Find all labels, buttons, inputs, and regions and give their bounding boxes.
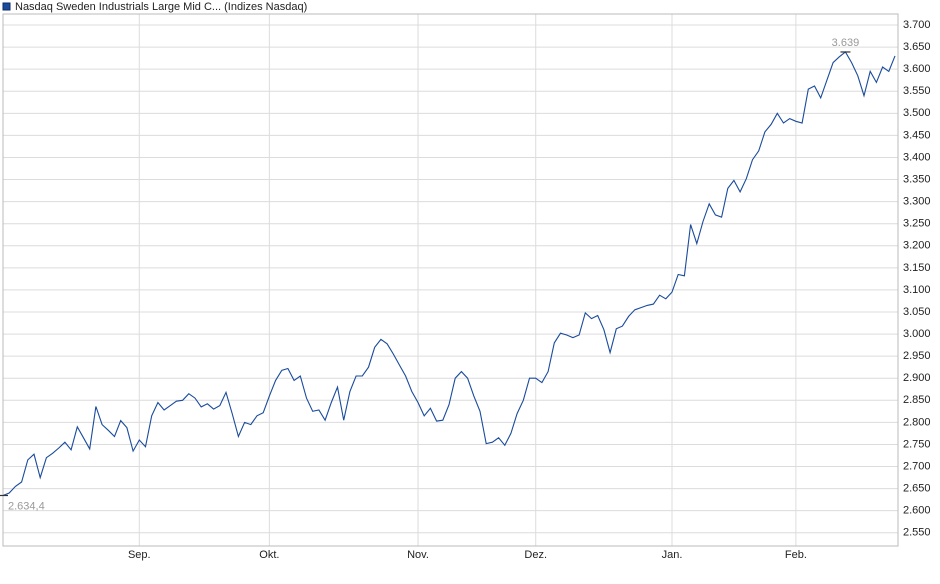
y-tick-label: 2.800 bbox=[903, 416, 931, 428]
legend-swatch bbox=[2, 2, 11, 11]
y-tick-label: 2.750 bbox=[903, 438, 931, 450]
y-tick-label: 3.450 bbox=[903, 129, 931, 141]
x-tick-label: Nov. bbox=[407, 549, 429, 561]
y-tick-label: 3.350 bbox=[903, 173, 931, 185]
y-tick-label: 2.900 bbox=[903, 372, 931, 384]
line bbox=[2, 51, 896, 497]
x-tick-label: Feb. bbox=[785, 549, 807, 561]
y-tick-label: 2.950 bbox=[903, 350, 931, 362]
x-tick-label: Dez. bbox=[524, 549, 547, 561]
y-tick-label: 3.650 bbox=[903, 41, 931, 53]
y-tick-label: 3.300 bbox=[903, 196, 931, 208]
y-tick-label: 2.550 bbox=[903, 527, 931, 539]
y-tick-label: 3.100 bbox=[903, 284, 931, 296]
y-tick-label: 3.400 bbox=[903, 151, 931, 163]
x-tick-label: Okt. bbox=[259, 549, 279, 561]
x-tick-label: Sep. bbox=[128, 549, 151, 561]
y-tick-label: 3.250 bbox=[903, 218, 931, 230]
plot-frame bbox=[2, 13, 899, 547]
y-tick-label: 3.150 bbox=[903, 262, 931, 274]
y-tick-label: 3.500 bbox=[903, 107, 931, 119]
y-tick-label: 3.050 bbox=[903, 306, 931, 318]
y-tick-label: 3.600 bbox=[903, 63, 931, 75]
y-tick-label: 3.000 bbox=[903, 328, 931, 340]
y-tick-label: 3.550 bbox=[903, 85, 931, 97]
x-tick-label: Jan. bbox=[662, 549, 683, 561]
y-tick-label: 3.700 bbox=[903, 19, 931, 31]
value-label: 2.634,4 bbox=[8, 500, 45, 512]
value-label: 3.639 bbox=[832, 37, 860, 49]
y-tick-label: 3.200 bbox=[903, 240, 931, 252]
y-tick-label: 2.850 bbox=[903, 394, 931, 406]
y-tick-label: 2.700 bbox=[903, 460, 931, 472]
legend-label: Nasdaq Sweden Industrials Large Mid C...… bbox=[15, 1, 307, 13]
y-tick-label: 2.650 bbox=[903, 483, 931, 495]
y-tick-label: 2.600 bbox=[903, 505, 931, 517]
